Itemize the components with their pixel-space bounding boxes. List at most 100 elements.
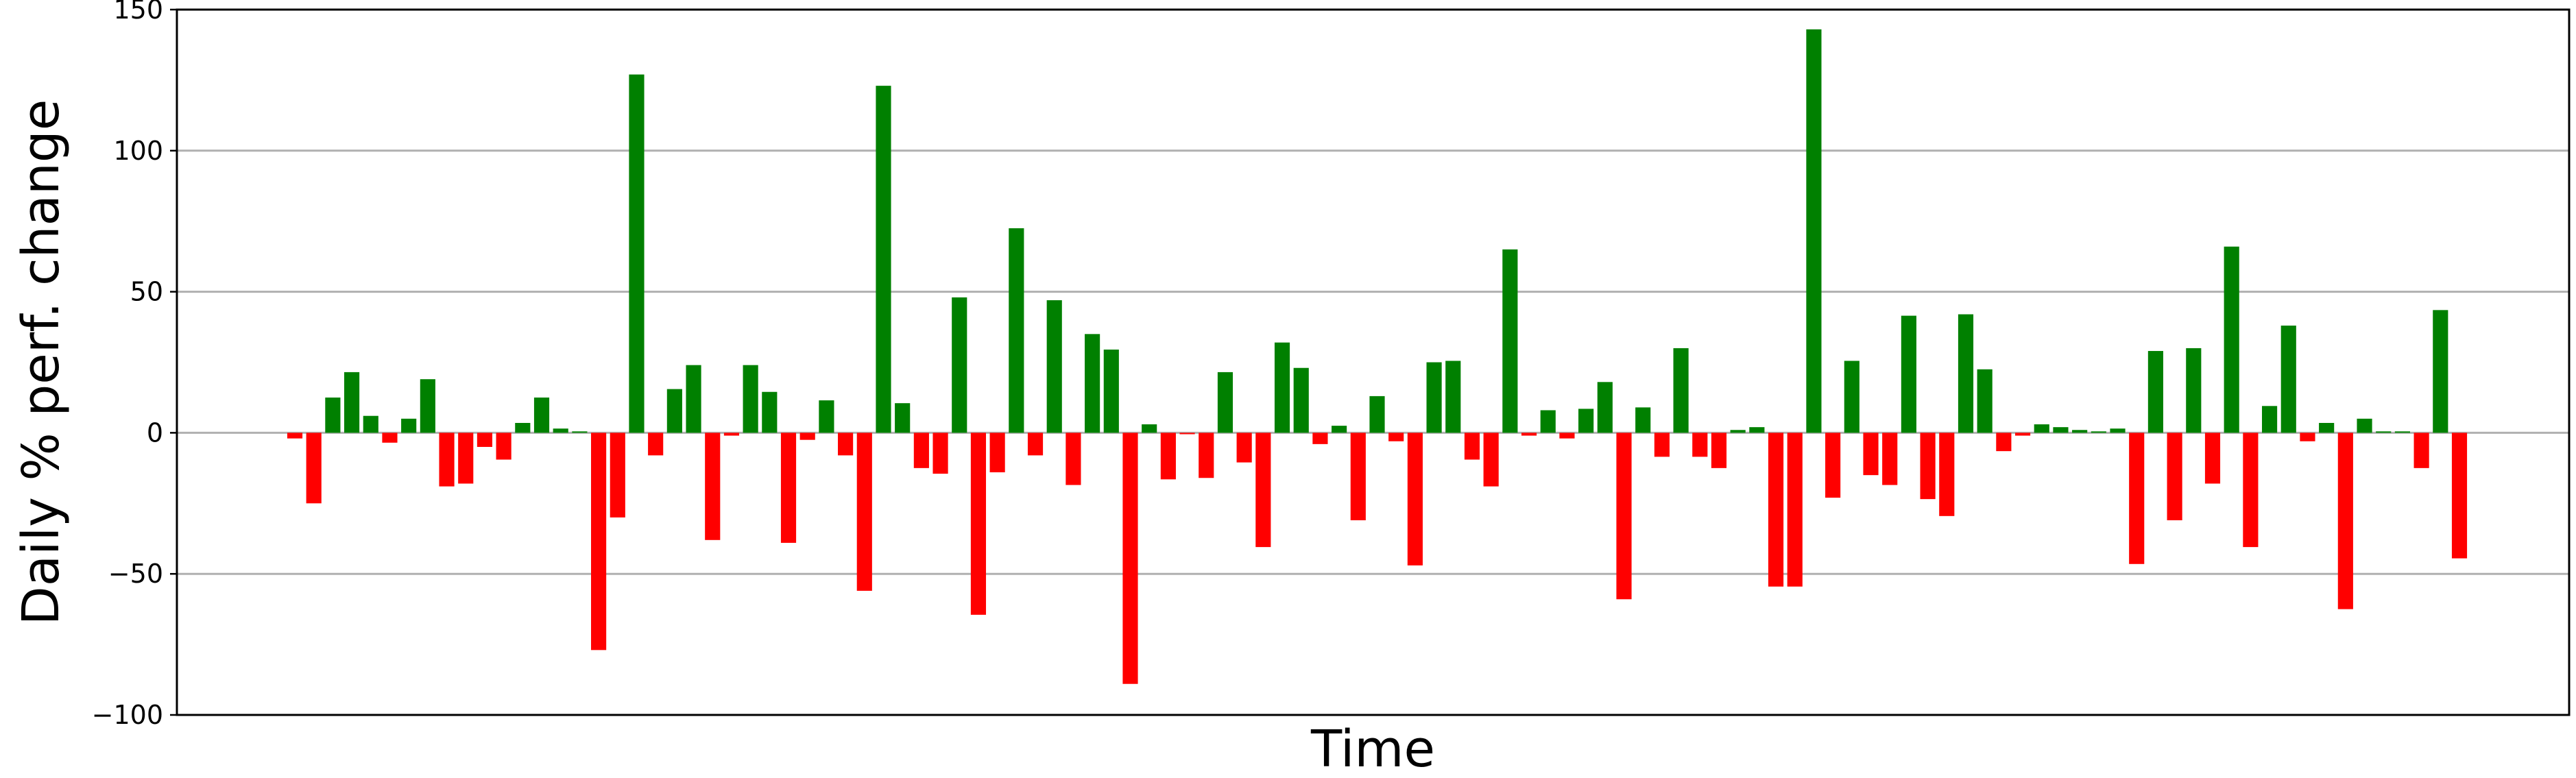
bar: [1066, 433, 1081, 485]
bar: [1293, 367, 1309, 433]
bar: [458, 433, 474, 484]
bar: [2357, 418, 2372, 433]
bar: [1255, 433, 1271, 548]
bar: [1692, 433, 1708, 457]
bar: [952, 297, 967, 433]
bar: [2204, 433, 2221, 484]
bar: [1483, 433, 1499, 487]
y-tick-label: 100: [113, 136, 163, 166]
bar: [1882, 433, 1898, 485]
bar: [2414, 433, 2429, 468]
bar: [1920, 433, 1936, 500]
bar: [1009, 228, 1024, 433]
x-axis-label: Time: [1310, 720, 1435, 778]
bar: [2261, 406, 2278, 433]
bar: [1236, 433, 1252, 463]
y-axis-label: Daily % perf. change: [12, 99, 71, 626]
bar: [1199, 433, 1214, 478]
bar: [2129, 433, 2145, 564]
bar: [1977, 369, 1993, 433]
bar: [799, 433, 815, 440]
bar: [382, 433, 398, 443]
bar: [2014, 433, 2031, 436]
bar: [856, 433, 872, 591]
bar: [1635, 407, 1651, 433]
bar: [1996, 433, 2012, 452]
bar: [1103, 349, 1119, 433]
bar: [515, 422, 531, 433]
bar: [1217, 372, 1233, 433]
bar: [610, 433, 625, 518]
bar: [401, 418, 417, 433]
bar: [1502, 249, 1518, 433]
bar: [533, 397, 550, 433]
bar: [743, 365, 758, 433]
bar: [572, 431, 588, 433]
bar: [439, 433, 455, 487]
bar: [2337, 433, 2353, 609]
bar: [762, 391, 778, 433]
bar: [932, 433, 948, 474]
bar: [2110, 428, 2126, 433]
bar: [2300, 433, 2315, 441]
bar: [1407, 433, 1423, 566]
y-tick-label: 150: [113, 0, 163, 25]
bar: [780, 433, 797, 543]
bar: [1597, 382, 1613, 433]
bar: [2053, 427, 2069, 433]
bar: [1578, 409, 1594, 433]
bar: [838, 433, 854, 456]
bar: [1749, 427, 1765, 433]
bar: [553, 428, 568, 433]
bar: [629, 74, 645, 433]
bar: [344, 372, 360, 433]
bar: [1540, 410, 1556, 433]
bar: [1388, 433, 1404, 441]
bar: [287, 433, 303, 439]
bar: [1274, 342, 1290, 433]
bar: [1939, 433, 1955, 516]
bars: [287, 29, 2468, 684]
bar: [2072, 430, 2088, 433]
bar: [1806, 29, 1822, 433]
bar: [591, 433, 607, 651]
bar: [1559, 433, 1575, 439]
bar: [2243, 433, 2259, 548]
bar: [2376, 431, 2392, 433]
bar: [1445, 361, 1461, 433]
grid-lines: [177, 8, 2569, 716]
bar: [1844, 361, 1859, 433]
bar: [1350, 433, 1366, 520]
bar: [325, 397, 341, 433]
bar: [913, 433, 929, 468]
bar: [686, 365, 701, 433]
bar: [1332, 426, 1347, 433]
bar: [420, 379, 435, 433]
bar: [1179, 433, 1195, 435]
bar: [970, 433, 987, 615]
bar: [1369, 396, 1385, 433]
bar: [363, 415, 378, 433]
bar: [2451, 433, 2468, 559]
bar: [2147, 351, 2163, 433]
bar: [666, 389, 682, 433]
plot-frame: [176, 8, 2571, 716]
y-axis-ticks: −100 −50 0 50 100 150: [92, 0, 177, 730]
bar: [895, 403, 911, 433]
bar: [2394, 431, 2410, 433]
bar: [1863, 433, 1879, 476]
bar: [2224, 246, 2239, 433]
bar: [2091, 431, 2106, 433]
bar: [1122, 433, 1138, 684]
bar: [496, 433, 511, 460]
bar: [1426, 362, 1442, 433]
bar: [1654, 433, 1670, 457]
bar: [1046, 300, 1062, 433]
bar: [2319, 422, 2335, 433]
bar: [306, 433, 322, 504]
y-tick-label: −100: [92, 700, 163, 730]
bar: [2167, 433, 2182, 520]
bar: [876, 86, 891, 433]
bar: [1160, 433, 1176, 480]
bar: [1730, 430, 1746, 433]
